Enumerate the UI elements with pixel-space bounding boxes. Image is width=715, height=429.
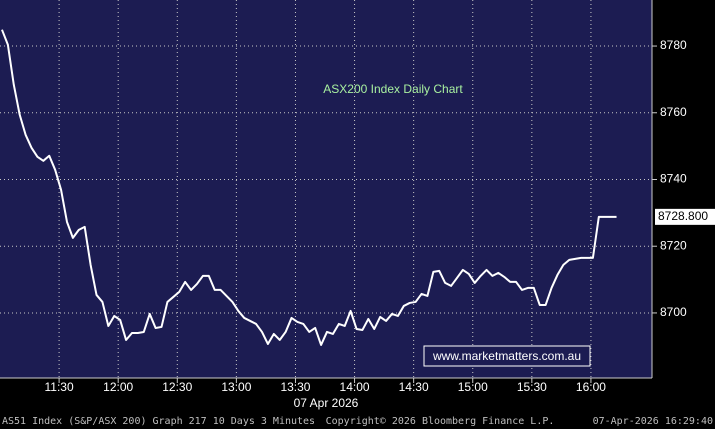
watermark: www.marketmatters.com.au bbox=[432, 349, 581, 363]
footer-center: Copyright© 2026 Bloomberg Finance L.P. bbox=[326, 416, 555, 427]
x-tick-label: 13:30 bbox=[280, 380, 310, 394]
x-tick-label: 12:30 bbox=[162, 380, 192, 394]
x-tick-label: 15:30 bbox=[517, 380, 547, 394]
x-tick-label: 14:00 bbox=[340, 380, 370, 394]
x-date-label: 07 Apr 2026 bbox=[294, 396, 359, 410]
y-tick-label: 8780 bbox=[660, 38, 687, 52]
footer-left: AS51 Index (S&P/ASX 200) Graph 217 10 Da… bbox=[2, 416, 315, 427]
watermark-box bbox=[423, 345, 591, 367]
grid bbox=[0, 0, 652, 378]
last-value-label: 8728.800 bbox=[658, 209, 708, 223]
x-tick-label: 14:30 bbox=[399, 380, 429, 394]
x-tick-label: 15:00 bbox=[458, 380, 488, 394]
y-tick-label: 8760 bbox=[660, 105, 687, 119]
chart-title: ASX200 Index Daily Chart bbox=[323, 82, 463, 96]
footer-right: 07-Apr-2026 16:29:40 bbox=[593, 416, 713, 427]
x-tick-label: 11:30 bbox=[45, 380, 74, 394]
footer-bar bbox=[0, 412, 715, 429]
marks bbox=[1, 29, 617, 346]
last-value-box bbox=[655, 208, 715, 225]
y-tick-label: 8700 bbox=[660, 305, 687, 319]
x-tick-label: 16:00 bbox=[576, 380, 606, 394]
x-tick-label: 12:00 bbox=[103, 380, 133, 394]
price-line bbox=[1, 29, 617, 346]
plot-area bbox=[0, 0, 652, 378]
x-tick-label: 13:00 bbox=[221, 380, 251, 394]
y-tick-label: 8740 bbox=[660, 172, 687, 186]
y-tick-label: 8720 bbox=[660, 238, 687, 252]
